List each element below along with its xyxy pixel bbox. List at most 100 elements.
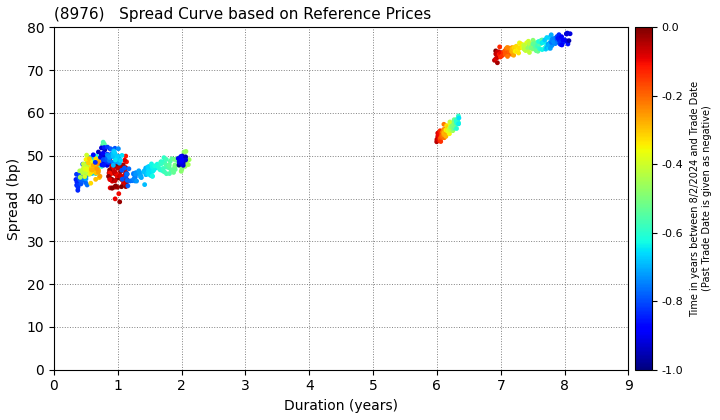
Point: [438, 131, 449, 138]
Point: [445, 127, 456, 134]
Point: [182, 161, 194, 168]
Point: [93, 163, 104, 169]
Point: [144, 169, 156, 176]
Point: [441, 123, 453, 130]
Point: [536, 40, 547, 47]
Point: [176, 168, 187, 175]
Point: [541, 41, 552, 48]
Point: [117, 176, 128, 183]
Point: [171, 155, 183, 162]
Point: [134, 169, 145, 176]
Point: [78, 164, 89, 171]
Point: [91, 165, 102, 171]
Point: [97, 139, 109, 145]
Point: [74, 174, 86, 181]
Point: [437, 129, 449, 136]
Point: [142, 170, 153, 177]
Point: [179, 156, 190, 163]
Point: [107, 159, 119, 165]
Point: [107, 151, 119, 158]
Point: [553, 32, 564, 38]
Point: [169, 166, 181, 173]
Point: [107, 185, 118, 192]
Point: [174, 159, 185, 166]
Point: [112, 145, 124, 152]
Point: [451, 116, 463, 123]
Point: [179, 154, 191, 161]
Point: [453, 115, 464, 121]
Point: [523, 49, 535, 56]
Point: [89, 158, 101, 164]
Point: [101, 157, 112, 163]
Point: [525, 45, 536, 51]
Point: [109, 150, 121, 157]
Point: [121, 158, 132, 165]
Point: [85, 160, 96, 166]
Point: [107, 168, 119, 175]
Point: [89, 163, 101, 169]
Point: [102, 152, 114, 159]
Point: [554, 37, 565, 44]
Point: [71, 179, 83, 186]
Point: [444, 126, 456, 132]
Point: [500, 45, 512, 52]
Point: [131, 170, 143, 177]
Point: [157, 159, 168, 165]
Point: [438, 129, 449, 136]
Point: [532, 39, 544, 46]
Point: [94, 154, 105, 161]
Point: [561, 31, 572, 37]
Point: [435, 138, 446, 145]
Point: [442, 124, 454, 131]
Point: [71, 171, 82, 178]
Point: [146, 165, 158, 172]
Point: [175, 156, 186, 163]
Point: [120, 183, 132, 190]
Point: [437, 131, 449, 138]
Point: [446, 126, 458, 133]
Point: [506, 48, 518, 55]
Point: [533, 38, 544, 45]
Point: [77, 161, 89, 168]
Point: [94, 159, 105, 165]
Point: [93, 155, 104, 162]
Point: [157, 168, 168, 174]
Point: [434, 127, 446, 134]
Point: [82, 156, 94, 163]
Point: [434, 135, 446, 142]
Point: [451, 125, 462, 132]
Point: [174, 158, 185, 165]
Point: [449, 123, 461, 130]
Point: [72, 184, 84, 191]
Point: [149, 163, 161, 169]
Point: [88, 152, 99, 158]
Point: [131, 178, 143, 184]
Point: [114, 160, 125, 166]
Point: [76, 177, 87, 184]
Point: [496, 52, 508, 59]
Point: [80, 179, 91, 186]
Point: [433, 137, 445, 144]
Point: [175, 158, 186, 165]
Point: [77, 177, 89, 184]
Point: [555, 41, 567, 48]
Point: [78, 160, 89, 167]
Y-axis label: Spread (bp): Spread (bp): [7, 158, 21, 239]
Point: [431, 139, 443, 145]
Point: [104, 176, 116, 183]
Point: [94, 174, 105, 181]
Point: [503, 45, 514, 51]
Point: [117, 180, 129, 187]
Point: [556, 42, 567, 48]
Point: [440, 133, 451, 140]
Point: [102, 152, 113, 158]
Point: [109, 195, 121, 202]
Point: [544, 33, 556, 40]
Point: [517, 45, 528, 51]
Point: [104, 157, 115, 164]
Point: [103, 159, 114, 165]
Point: [180, 153, 192, 160]
Point: [510, 46, 522, 53]
Point: [176, 157, 188, 163]
Point: [83, 164, 94, 171]
